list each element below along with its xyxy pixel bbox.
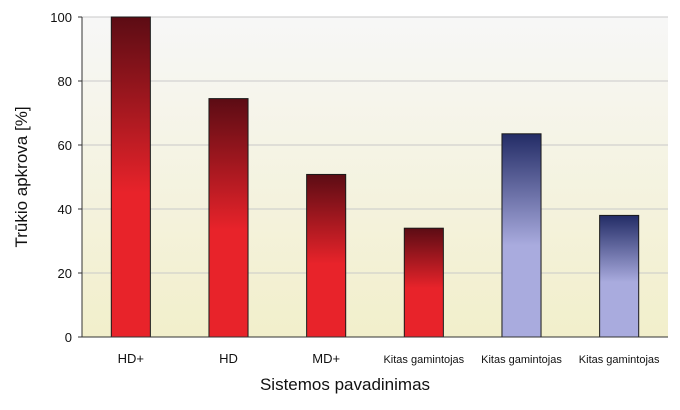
y-tick-label: 0: [65, 330, 72, 345]
x-tick-label: MD+: [312, 351, 340, 366]
y-tick-label: 100: [50, 10, 72, 25]
x-tick-label: HD+: [118, 351, 144, 366]
y-tick-label: 40: [58, 202, 72, 217]
y-tick-label: 20: [58, 266, 72, 281]
bar: [306, 173, 347, 338]
bar: [208, 98, 249, 338]
axes: [81, 17, 668, 338]
x-tick-label: HD: [219, 351, 238, 366]
bars: [110, 16, 640, 338]
x-tick-labels: HD+ HD MD+ Kitas gamintojas Kitas gamintojas…: [118, 351, 660, 366]
y-tick-labels: 0 20 40 60 80 100: [50, 10, 82, 345]
bar: [403, 227, 444, 338]
bar: [599, 214, 640, 338]
x-axis-title: Sistemos pavadinimas: [260, 375, 430, 394]
x-tick-label: Kitas gamintojas: [383, 354, 464, 366]
x-tick-label: Kitas gamintojas: [579, 354, 660, 366]
y-tick-label: 60: [58, 138, 72, 153]
x-tick-label: Kitas gamintojas: [481, 354, 562, 366]
plot-area: [82, 17, 668, 337]
gridlines: [82, 16, 668, 274]
bar: [501, 133, 542, 338]
y-tick-label: 80: [58, 74, 72, 89]
bar: [110, 16, 151, 338]
y-axis-title: Trūkio apkrova [%]: [12, 106, 31, 247]
